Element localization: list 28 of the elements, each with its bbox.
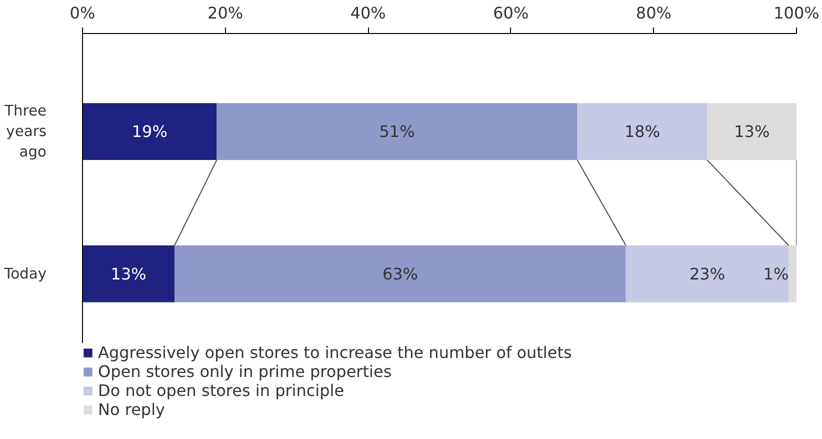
bar <box>216 103 578 160</box>
legend-label: Do not open stores in principle <box>98 381 344 400</box>
bar <box>82 103 217 160</box>
bar <box>626 245 789 302</box>
bar <box>174 245 626 302</box>
data-label: 13% <box>734 122 770 142</box>
legend-label: Aggressively open stores to increase the number of outlets <box>98 343 572 362</box>
legend-label: Open stores only in prime properties <box>98 362 392 381</box>
y-tick-label: Three years ago <box>4 102 47 161</box>
data-label: 63% <box>382 264 418 284</box>
bar <box>788 245 796 302</box>
data-label: 13% <box>110 264 146 284</box>
x-tick-label: 20% <box>208 4 244 22</box>
x-tick-label: 80% <box>636 4 672 22</box>
x-tick-label: 60% <box>493 4 529 22</box>
y-tick-label: Today <box>3 265 47 282</box>
bar <box>82 245 175 302</box>
x-tick-label: 100% <box>774 4 820 22</box>
data-label: 51% <box>379 122 415 142</box>
legend-label: No reply <box>98 400 165 419</box>
bar <box>707 103 796 160</box>
data-label: 1% <box>763 264 789 284</box>
x-tick-label: 40% <box>350 4 386 22</box>
data-label: 18% <box>624 122 660 142</box>
x-tick-label: 0% <box>70 4 96 22</box>
bar <box>577 103 708 160</box>
data-label: 23% <box>689 264 726 284</box>
data-label: 19% <box>132 122 168 142</box>
